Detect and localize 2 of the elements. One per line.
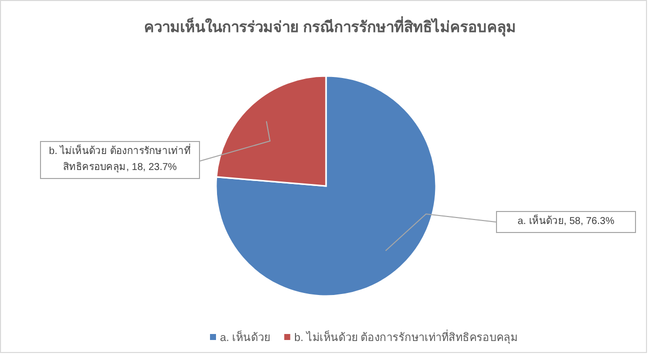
legend-label: b. ไม่เห็นด้วย ต้องการรักษาเท่าที่สิทธิครอบคลุม xyxy=(294,329,518,344)
legend-label: a. เห็นด้วย xyxy=(220,330,270,344)
